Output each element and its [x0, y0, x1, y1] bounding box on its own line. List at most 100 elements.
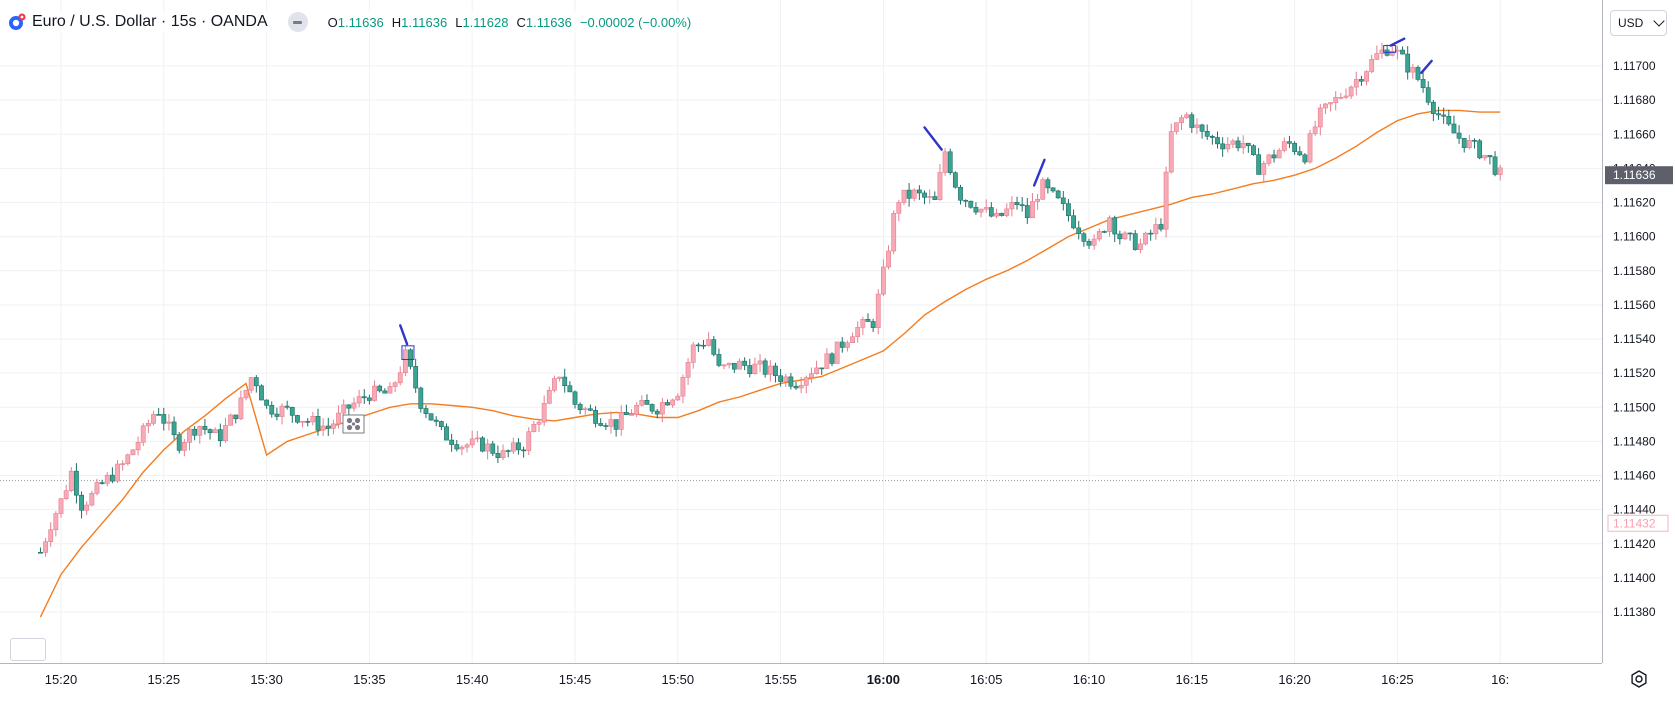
candle: [1030, 193, 1035, 219]
candle: [110, 467, 115, 484]
candle: [1086, 238, 1092, 249]
close-value: C1.11636: [516, 14, 572, 30]
candle: [994, 208, 999, 219]
candle: [644, 394, 650, 405]
candle: [726, 362, 732, 369]
pen-stroke[interactable]: [399, 324, 409, 346]
selection-box[interactable]: [1383, 45, 1397, 53]
candle: [1138, 238, 1143, 254]
time-tick-label: 15:45: [559, 672, 592, 687]
candle: [1081, 231, 1087, 247]
candle: [819, 367, 825, 375]
candle: [1009, 196, 1015, 217]
pen-stroke[interactable]: [1420, 59, 1433, 75]
candle: [351, 397, 357, 412]
candle: [1302, 153, 1308, 165]
price-tick-label: 1.11600: [1613, 230, 1656, 244]
candle: [680, 374, 686, 404]
currency-selector[interactable]: USD: [1610, 10, 1667, 36]
hide-icon[interactable]: [287, 12, 308, 32]
candle: [202, 418, 208, 435]
ghost-price-box: [1607, 514, 1669, 532]
low-value: L1.11628: [455, 14, 509, 30]
user-drawings[interactable]: [399, 37, 1433, 360]
pen-stroke[interactable]: [1032, 158, 1046, 187]
price-tick-label: 1.11420: [1613, 537, 1656, 551]
time-axis[interactable]: 15:20 15:25 15:30 15:35 15:40 15:45 15:50 15:55…: [0, 663, 1602, 696]
candle: [1168, 123, 1174, 174]
candle: [238, 390, 244, 421]
time-tick-label: 16:: [1491, 672, 1509, 687]
candle: [1019, 196, 1025, 212]
candle: [140, 423, 146, 447]
candle: [1446, 109, 1452, 126]
candle: [911, 188, 917, 202]
oanda-logo-icon: [9, 13, 26, 30]
candle: [171, 416, 177, 440]
pen-stroke[interactable]: [1389, 37, 1406, 47]
candle: [670, 398, 676, 408]
candle: [68, 467, 74, 493]
symbol-title[interactable]: Euro / U.S. Dollar · 15s · OANDA: [32, 13, 268, 30]
candle: [783, 373, 789, 387]
candlestick-chart[interactable]: [0, 0, 1602, 663]
candle: [192, 426, 198, 441]
candle: [125, 453, 131, 466]
candle: [181, 438, 187, 457]
candle: [829, 352, 835, 366]
candle: [1497, 164, 1503, 181]
candle: [567, 381, 573, 393]
compare-widget[interactable]: [10, 638, 46, 661]
candle: [773, 362, 778, 383]
candle: [932, 191, 938, 201]
candle: [1004, 203, 1010, 218]
ohlc-values: O1.11636 H1.11636 L1.11628 C1.11636 −0.0…: [328, 15, 692, 30]
candle: [906, 183, 912, 207]
candle: [1045, 177, 1051, 194]
candle: [809, 367, 814, 383]
candle: [284, 400, 290, 410]
candle: [207, 428, 213, 440]
time-tick-label: 16:20: [1278, 672, 1311, 687]
candle: [834, 341, 840, 364]
candle: [521, 446, 526, 458]
pen-stroke[interactable]: [923, 126, 943, 151]
candle: [762, 358, 768, 378]
price-axis[interactable]: 1.117001.116801.116601.116401.116201.116…: [1602, 0, 1675, 663]
candle: [1127, 232, 1133, 241]
candles: [38, 42, 1503, 557]
time-tick-label: 16:10: [1073, 672, 1106, 687]
candle: [38, 547, 43, 554]
candle: [1359, 75, 1364, 86]
candle: [104, 472, 110, 487]
candle: [1420, 71, 1426, 93]
gear-icon[interactable]: [1628, 668, 1650, 690]
candle: [99, 479, 105, 485]
candle: [608, 411, 614, 434]
time-tick-label: 15:30: [250, 672, 283, 687]
candle: [356, 389, 362, 408]
candle: [464, 442, 470, 453]
selection-box[interactable]: [401, 345, 415, 360]
candle: [1148, 229, 1154, 241]
candle: [546, 386, 552, 405]
candle: [757, 354, 763, 373]
time-tick-label: 15:50: [662, 672, 695, 687]
candle: [58, 498, 64, 518]
hidden-object-marker[interactable]: [342, 414, 365, 434]
candle: [469, 430, 475, 449]
candle: [1091, 234, 1097, 250]
candle: [1204, 124, 1210, 140]
candle: [1184, 112, 1190, 119]
candle: [1374, 45, 1380, 61]
candle: [1060, 190, 1066, 211]
candle: [94, 478, 100, 496]
candle: [937, 164, 943, 201]
candle: [814, 360, 819, 375]
candle: [500, 444, 506, 461]
candle: [1240, 135, 1246, 155]
candle: [1256, 147, 1262, 175]
candle: [336, 405, 341, 429]
candle: [1276, 148, 1282, 159]
candle: [577, 402, 583, 415]
